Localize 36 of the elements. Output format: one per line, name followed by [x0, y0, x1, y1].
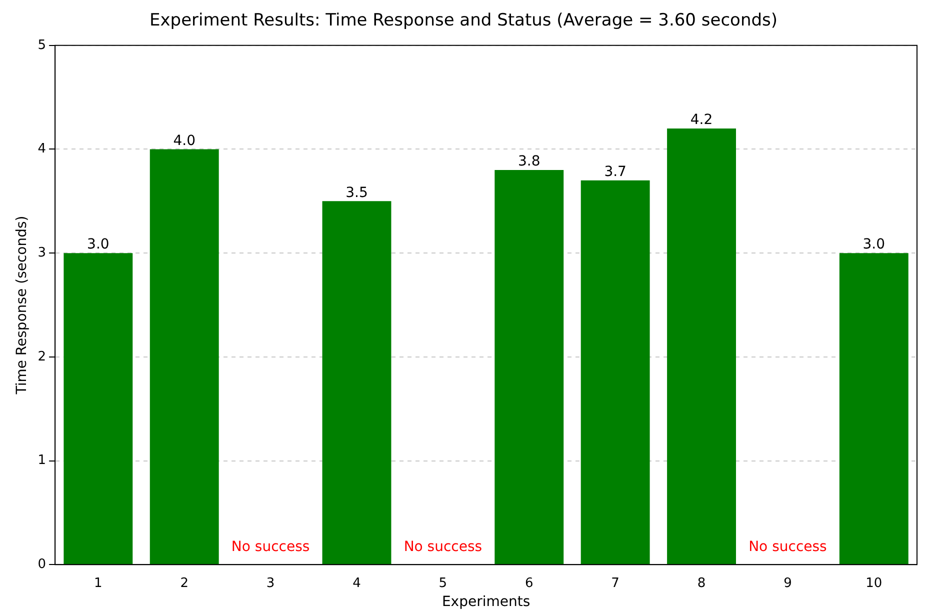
- bar: [64, 253, 133, 564]
- y-tick-label: 0: [38, 556, 46, 572]
- y-tick-label: 1: [38, 453, 46, 468]
- y-tick-label: 2: [38, 349, 46, 364]
- x-tick-label: 7: [611, 576, 620, 591]
- x-tick-label: 9: [784, 576, 792, 591]
- data-label: 3.8: [518, 154, 540, 170]
- y-tick-label: 4: [38, 142, 46, 157]
- y-tick-label: 3: [38, 245, 46, 260]
- data-label: 3.0: [862, 236, 886, 253]
- data-label: 4.2: [690, 112, 713, 128]
- x-tick-label: 3: [266, 576, 275, 591]
- annotation: No success: [404, 539, 482, 556]
- x-tick-label: 4: [352, 576, 361, 591]
- data-label: 3.5: [346, 184, 368, 201]
- bar: [839, 253, 908, 564]
- x-tick-label: 8: [697, 576, 706, 591]
- data-label: 4.0: [173, 132, 196, 149]
- bar: [494, 170, 564, 564]
- chart-title: Experiment Results: Time Response and Status (Average = 3.60 seconds): [149, 10, 778, 31]
- x-tick-label: 10: [866, 576, 882, 591]
- x-axis-title: Experiments: [442, 594, 530, 610]
- data-label: 3.0: [87, 236, 110, 253]
- y-tick-label: 5: [38, 38, 46, 53]
- x-tick-label: 1: [94, 576, 102, 591]
- annotation: No success: [748, 539, 827, 556]
- x-tick-label: 5: [438, 576, 448, 591]
- bar: [667, 128, 736, 564]
- x-tick-label: 2: [180, 576, 188, 591]
- y-axis-title: Time Response (seconds): [14, 216, 30, 396]
- data-label: 3.7: [604, 164, 626, 180]
- x-tick-label: 6: [524, 576, 534, 591]
- bar: [150, 149, 219, 564]
- bar: [580, 180, 650, 564]
- annotation: No success: [231, 539, 310, 556]
- bar: [322, 201, 392, 564]
